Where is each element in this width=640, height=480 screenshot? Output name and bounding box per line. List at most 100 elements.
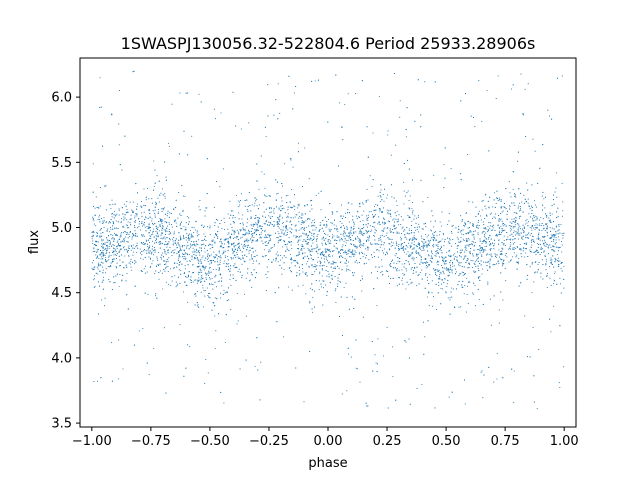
data-point [145,240,147,243]
data-point [115,220,117,222]
data-point [217,256,220,258]
data-point [159,241,161,243]
data-point [202,287,204,289]
data-point [286,215,288,217]
data-point [543,245,545,247]
data-point [439,277,441,279]
data-point [215,286,218,288]
data-point [272,210,275,212]
data-point [347,93,349,95]
data-point [379,191,381,193]
data-point [561,215,563,217]
data-point [546,222,548,225]
data-point [111,216,113,218]
data-point [345,242,347,244]
data-point [444,263,446,265]
data-point [509,239,511,241]
data-point [277,231,279,233]
data-point [396,285,398,287]
data-point [166,246,168,248]
data-point [133,224,136,227]
data-point [369,242,372,244]
data-point [303,247,305,249]
data-point [396,231,398,233]
data-point [322,251,324,253]
data-point [422,243,424,245]
data-point [290,244,292,246]
data-point [302,258,304,260]
data-point [214,242,216,244]
data-point [193,245,195,247]
data-point [234,216,236,219]
data-point [146,252,148,254]
data-point [558,229,560,231]
data-point [449,237,451,239]
data-point [472,225,474,227]
data-point [518,188,520,190]
data-point [478,80,480,82]
data-point [512,227,514,229]
data-point [451,272,453,274]
data-point [430,261,432,263]
data-point [153,160,155,162]
data-point [434,220,436,222]
data-point [216,254,218,256]
data-point [309,302,311,304]
data-point [414,227,416,229]
data-point [268,221,270,223]
data-point [478,225,480,227]
data-point [197,243,199,246]
data-point [352,254,355,256]
data-point [275,253,277,255]
data-point [251,234,253,236]
data-point [329,236,331,238]
data-point [471,244,474,246]
data-point [164,267,166,269]
data-point [529,208,531,210]
data-point [197,258,199,260]
data-point [365,254,367,257]
data-point [456,245,458,247]
data-point [313,219,315,221]
data-point [115,251,117,253]
data-point [209,297,211,299]
data-point [421,237,423,239]
data-point [549,318,551,320]
data-point [355,251,357,253]
data-point [332,263,335,265]
data-point [373,222,375,224]
data-point [526,222,528,224]
data-point [330,263,332,265]
data-point [283,240,285,242]
data-point [344,238,346,240]
data-point [273,243,275,246]
data-point [220,241,222,243]
data-point [156,258,158,260]
data-point [251,204,253,206]
data-point [315,194,317,197]
data-point [187,154,189,156]
data-point [349,269,351,271]
data-point [336,211,338,213]
data-point [265,240,267,243]
data-point [513,230,515,232]
data-point [275,260,277,262]
data-point [510,225,512,227]
data-point [335,225,337,227]
data-point [340,216,342,218]
data-point [393,218,395,220]
data-point [501,262,503,264]
data-point [481,209,483,211]
data-point [415,222,417,224]
data-point [344,227,346,229]
data-point [283,268,285,271]
data-point [306,218,309,220]
data-point [210,262,212,264]
data-point [221,228,223,230]
data-point [191,256,193,258]
data-point [527,83,529,85]
data-point [126,208,128,210]
data-point [549,214,551,216]
data-point [276,193,278,195]
